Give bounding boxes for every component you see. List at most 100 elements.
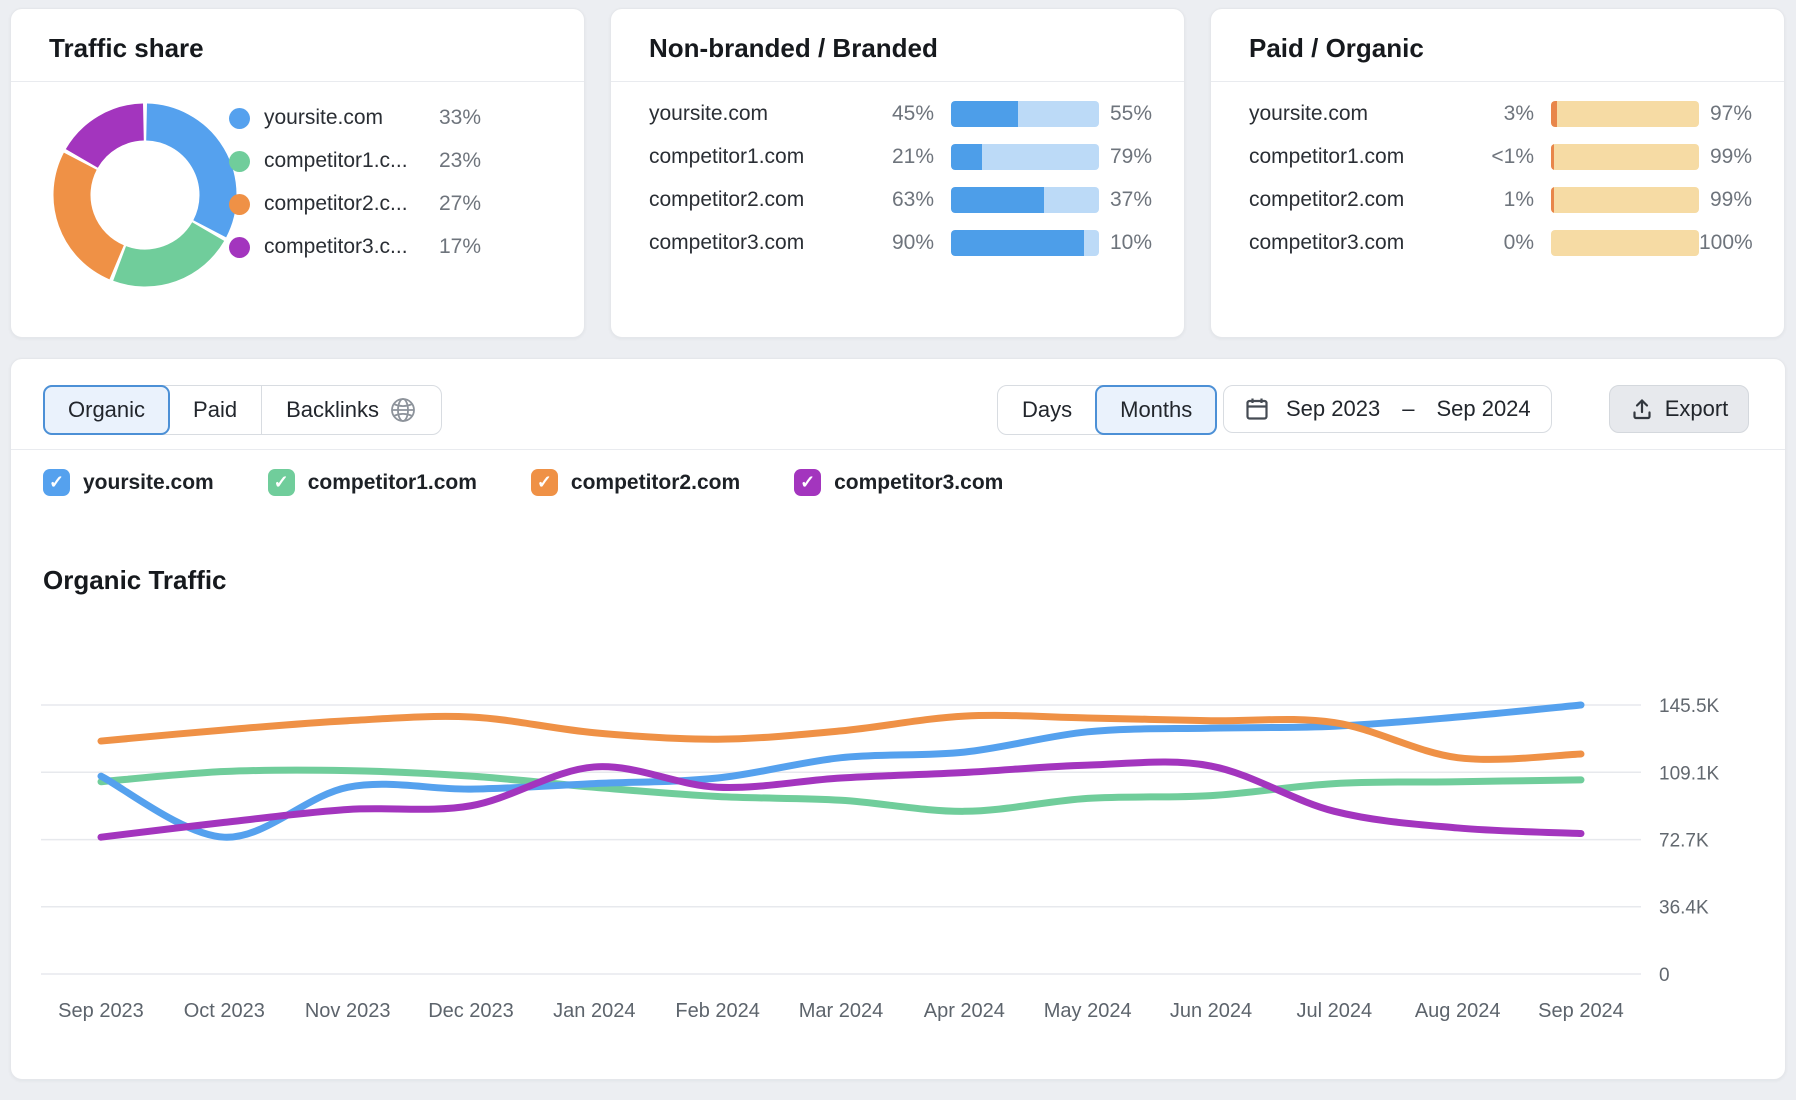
organic-traffic-report-card: Organic Paid Backlinks Days Months (10, 358, 1786, 1080)
paid-organic-card: Paid / Organic yoursite.com 3% 97% compe… (1210, 8, 1785, 338)
domain-label: competitor3.com (1249, 231, 1405, 254)
non-branded-branded-card: Non-branded / Branded yoursite.com 45% 5… (610, 8, 1185, 338)
date-range-picker[interactable]: Sep 2023 – Sep 2024 (1223, 385, 1552, 433)
divider (1211, 81, 1784, 82)
legend-item: competitor3.c... 17% (229, 230, 481, 264)
domain-label: competitor1.com (649, 145, 805, 168)
traffic-share-donut-chart (47, 97, 243, 293)
export-button[interactable]: Export (1609, 385, 1749, 433)
export-icon (1630, 397, 1654, 421)
svg-text:109.1K: 109.1K (1659, 763, 1720, 784)
split-bar (951, 187, 1099, 213)
split-bar (951, 230, 1099, 256)
paid-pct: 3% (1503, 102, 1534, 125)
non-branded-title: Non-branded / Branded (649, 33, 938, 63)
svg-text:Feb 2024: Feb 2024 (675, 1000, 760, 1022)
domain-label: competitor3.com (649, 231, 805, 254)
checkbox-checked-icon[interactable]: ✓ (794, 469, 822, 496)
tab-backlinks[interactable]: Backlinks (261, 386, 441, 434)
paid-organic-title: Paid / Organic (1249, 33, 1424, 63)
table-row: competitor3.com 90% 10% (649, 228, 1152, 258)
svg-text:Nov 2023: Nov 2023 (305, 1000, 391, 1022)
export-label: Export (1664, 396, 1729, 421)
table-row: competitor2.com 1% 99% (1249, 185, 1752, 215)
yoursite-dot-icon (229, 107, 250, 129)
tab-paid[interactable]: Paid (193, 397, 238, 422)
calendar-icon (1244, 396, 1270, 422)
report-tabs: Organic Paid Backlinks (43, 385, 443, 435)
non-branded-pct: 45% (891, 102, 934, 125)
branded-pct: 79% (1109, 145, 1152, 168)
legend-item: competitor1.c... 23% (229, 144, 481, 178)
non-branded-pct: 21% (891, 145, 934, 168)
tab-backlinks-label: Backlinks (286, 397, 380, 422)
organic-pct: 99% (1709, 188, 1752, 211)
divider (11, 81, 584, 82)
globe-icon (389, 396, 417, 424)
svg-text:Apr 2024: Apr 2024 (924, 1000, 1005, 1022)
table-row: competitor1.com <1% 99% (1249, 142, 1752, 172)
branded-pct: 10% (1109, 231, 1152, 254)
competitor2-dot-icon (229, 193, 250, 215)
domain-label: yoursite.com (649, 102, 769, 125)
date-separator: – (1402, 396, 1415, 421)
legend-item: yoursite.com 33% (229, 101, 481, 135)
series-toggle-competitor3[interactable]: ✓ competitor3.com (794, 469, 1003, 496)
legend-value: 33% (438, 106, 481, 129)
svg-text:Sep 2024: Sep 2024 (1538, 1000, 1624, 1022)
checkbox-checked-icon[interactable]: ✓ (267, 469, 295, 496)
split-bar (1551, 230, 1699, 256)
series-label: competitor2.com (570, 470, 741, 494)
legend-value: 17% (438, 235, 481, 258)
checkbox-checked-icon[interactable]: ✓ (43, 469, 70, 496)
split-bar (1551, 187, 1699, 213)
non-branded-pct: 63% (891, 188, 934, 211)
svg-text:Jul 2024: Jul 2024 (1297, 1000, 1373, 1022)
competitor3-dot-icon (229, 236, 250, 258)
series-toggle-yoursite[interactable]: ✓ yoursite.com (43, 469, 214, 496)
date-to: Sep 2024 (1436, 396, 1531, 421)
svg-text:Mar 2024: Mar 2024 (799, 1000, 884, 1022)
legend-label: yoursite.com (264, 106, 384, 129)
series-toggle-competitor1[interactable]: ✓ competitor1.com (267, 469, 477, 496)
non-branded-pct: 90% (891, 231, 934, 254)
series-toggle-competitor2[interactable]: ✓ competitor2.com (530, 469, 741, 496)
legend-label: competitor3.c... (264, 235, 408, 258)
branded-pct: 55% (1109, 102, 1152, 125)
table-row: competitor1.com 21% 79% (649, 142, 1152, 172)
svg-text:145.5K: 145.5K (1659, 696, 1720, 717)
split-bar (951, 144, 1099, 170)
svg-text:Jan 2024: Jan 2024 (553, 1000, 635, 1022)
tab-organic[interactable]: Organic (43, 385, 171, 435)
legend-value: 27% (438, 192, 481, 215)
branded-pct: 37% (1109, 188, 1152, 211)
granularity-months[interactable]: Months (1095, 385, 1218, 435)
svg-text:Dec 2023: Dec 2023 (428, 1000, 514, 1022)
split-bar (1551, 144, 1699, 170)
split-bar (1551, 101, 1699, 127)
svg-text:0: 0 (1659, 965, 1670, 986)
legend-label: competitor1.c... (264, 149, 408, 172)
date-from: Sep 2023 (1286, 396, 1381, 421)
organic-pct: 99% (1709, 145, 1752, 168)
svg-text:Oct 2023: Oct 2023 (184, 1000, 265, 1022)
series-legend: ✓ yoursite.com ✓ competitor1.com ✓ compe… (43, 469, 1057, 496)
paid-pct: 1% (1503, 188, 1534, 211)
svg-text:Aug 2024: Aug 2024 (1415, 1000, 1501, 1022)
svg-text:May 2024: May 2024 (1044, 1000, 1132, 1022)
legend-value: 23% (438, 149, 481, 172)
paid-pct: 0% (1503, 231, 1534, 254)
granularity-days[interactable]: Days (1022, 397, 1073, 422)
granularity-toggle: Days Months (997, 385, 1218, 435)
table-row: yoursite.com 3% 97% (1249, 99, 1752, 129)
traffic-share-card: Traffic share yoursite.com 33% competito… (10, 8, 585, 338)
checkbox-checked-icon[interactable]: ✓ (530, 469, 558, 496)
svg-text:36.4K: 36.4K (1659, 898, 1709, 919)
split-bar (951, 101, 1099, 127)
organic-pct: 97% (1709, 102, 1752, 125)
table-row: competitor3.com 0% 100% (1249, 228, 1753, 258)
svg-text:72.7K: 72.7K (1659, 831, 1709, 852)
domain-label: yoursite.com (1249, 102, 1369, 125)
organic-pct: 100% (1699, 231, 1753, 254)
